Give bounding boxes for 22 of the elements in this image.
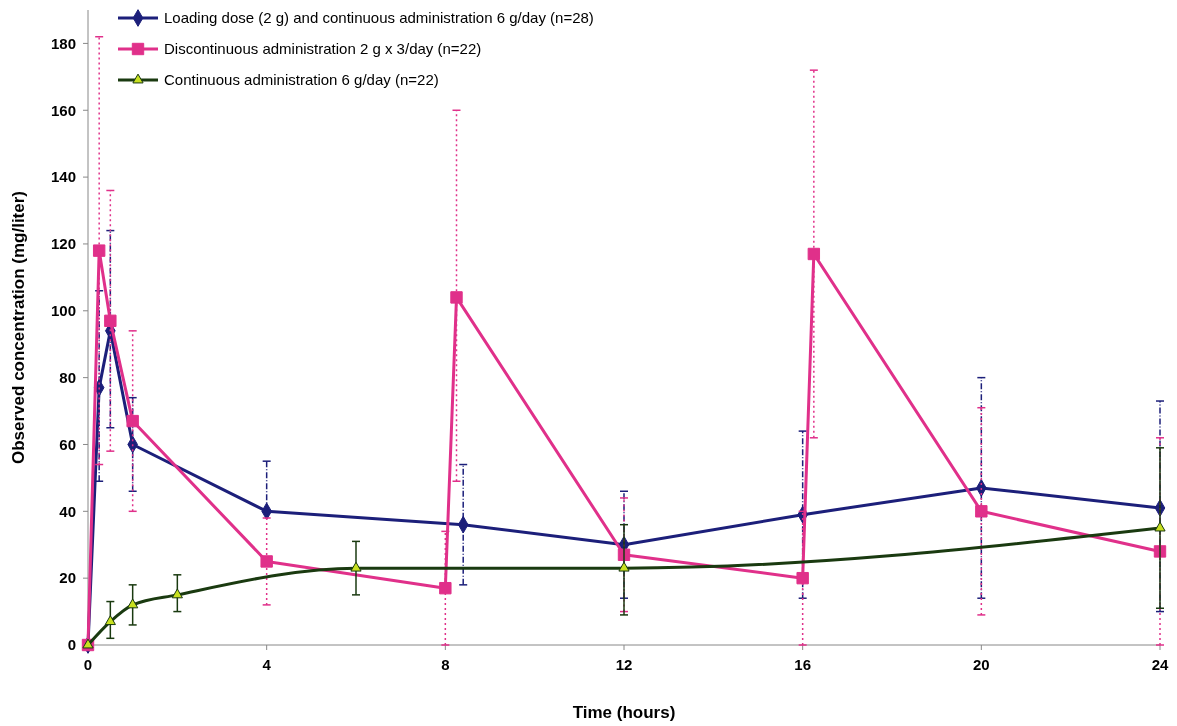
y-axis-title: Observed concentration (mg/liter) bbox=[9, 191, 28, 464]
y-tick-label: 0 bbox=[67, 636, 76, 654]
x-tick-label: 8 bbox=[441, 656, 450, 673]
y-tick-label: 160 bbox=[50, 101, 76, 119]
legend-label: Loading dose (2 g) and continuous administration 6 g/day (n=28) bbox=[164, 9, 594, 27]
y-tick-label: 180 bbox=[50, 34, 76, 52]
y-tick-label: 40 bbox=[59, 502, 76, 520]
legend-label: Continuous administration 6 g/day (n=22) bbox=[164, 71, 439, 89]
y-tick-label: 140 bbox=[50, 168, 76, 186]
y-tick-label: 120 bbox=[50, 235, 76, 253]
x-tick-label: 24 bbox=[1151, 656, 1169, 673]
x-tick-label: 0 bbox=[83, 656, 93, 673]
y-tick-label: 60 bbox=[59, 435, 76, 453]
y-tick-label: 80 bbox=[59, 368, 76, 386]
legend-label: Discontinuous administration 2 g x 3/day (n=22) bbox=[164, 40, 482, 58]
x-axis-title: Time (hours) bbox=[572, 703, 676, 722]
x-tick-label: 12 bbox=[615, 656, 633, 673]
y-tick-label: 20 bbox=[59, 569, 76, 587]
x-tick-label: 20 bbox=[972, 656, 990, 673]
y-tick-label: 100 bbox=[50, 302, 76, 320]
x-tick-label: 4 bbox=[262, 656, 272, 673]
x-tick-label: 16 bbox=[794, 656, 812, 673]
